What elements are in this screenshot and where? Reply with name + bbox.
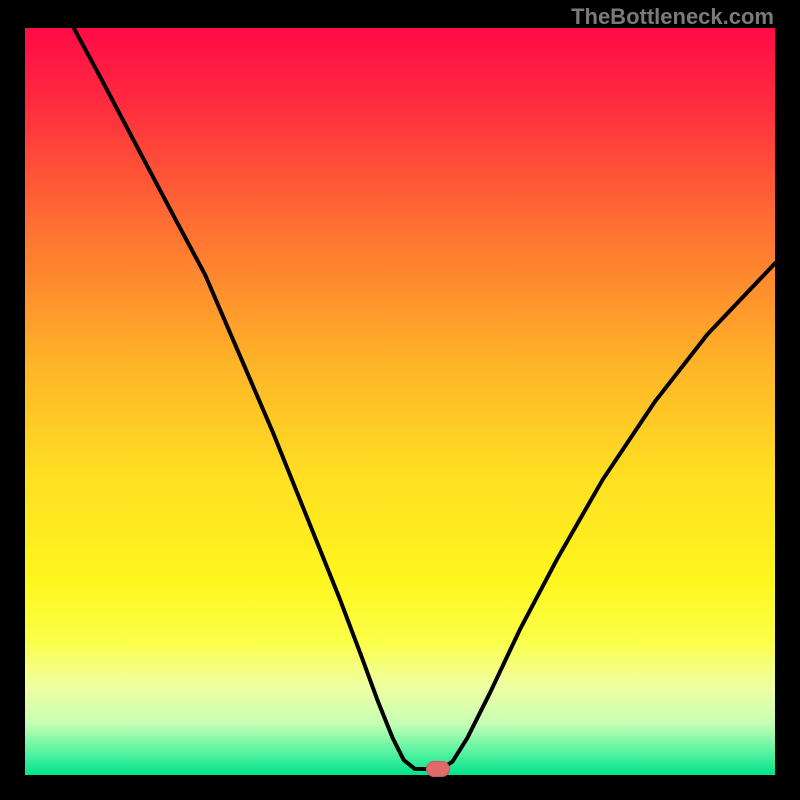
bottleneck-curve — [25, 28, 775, 775]
curve-path — [74, 28, 775, 769]
plot-area — [25, 28, 775, 775]
optimum-marker — [426, 761, 450, 777]
chart-container: TheBottleneck.com — [0, 0, 800, 800]
watermark-text: TheBottleneck.com — [571, 4, 774, 30]
